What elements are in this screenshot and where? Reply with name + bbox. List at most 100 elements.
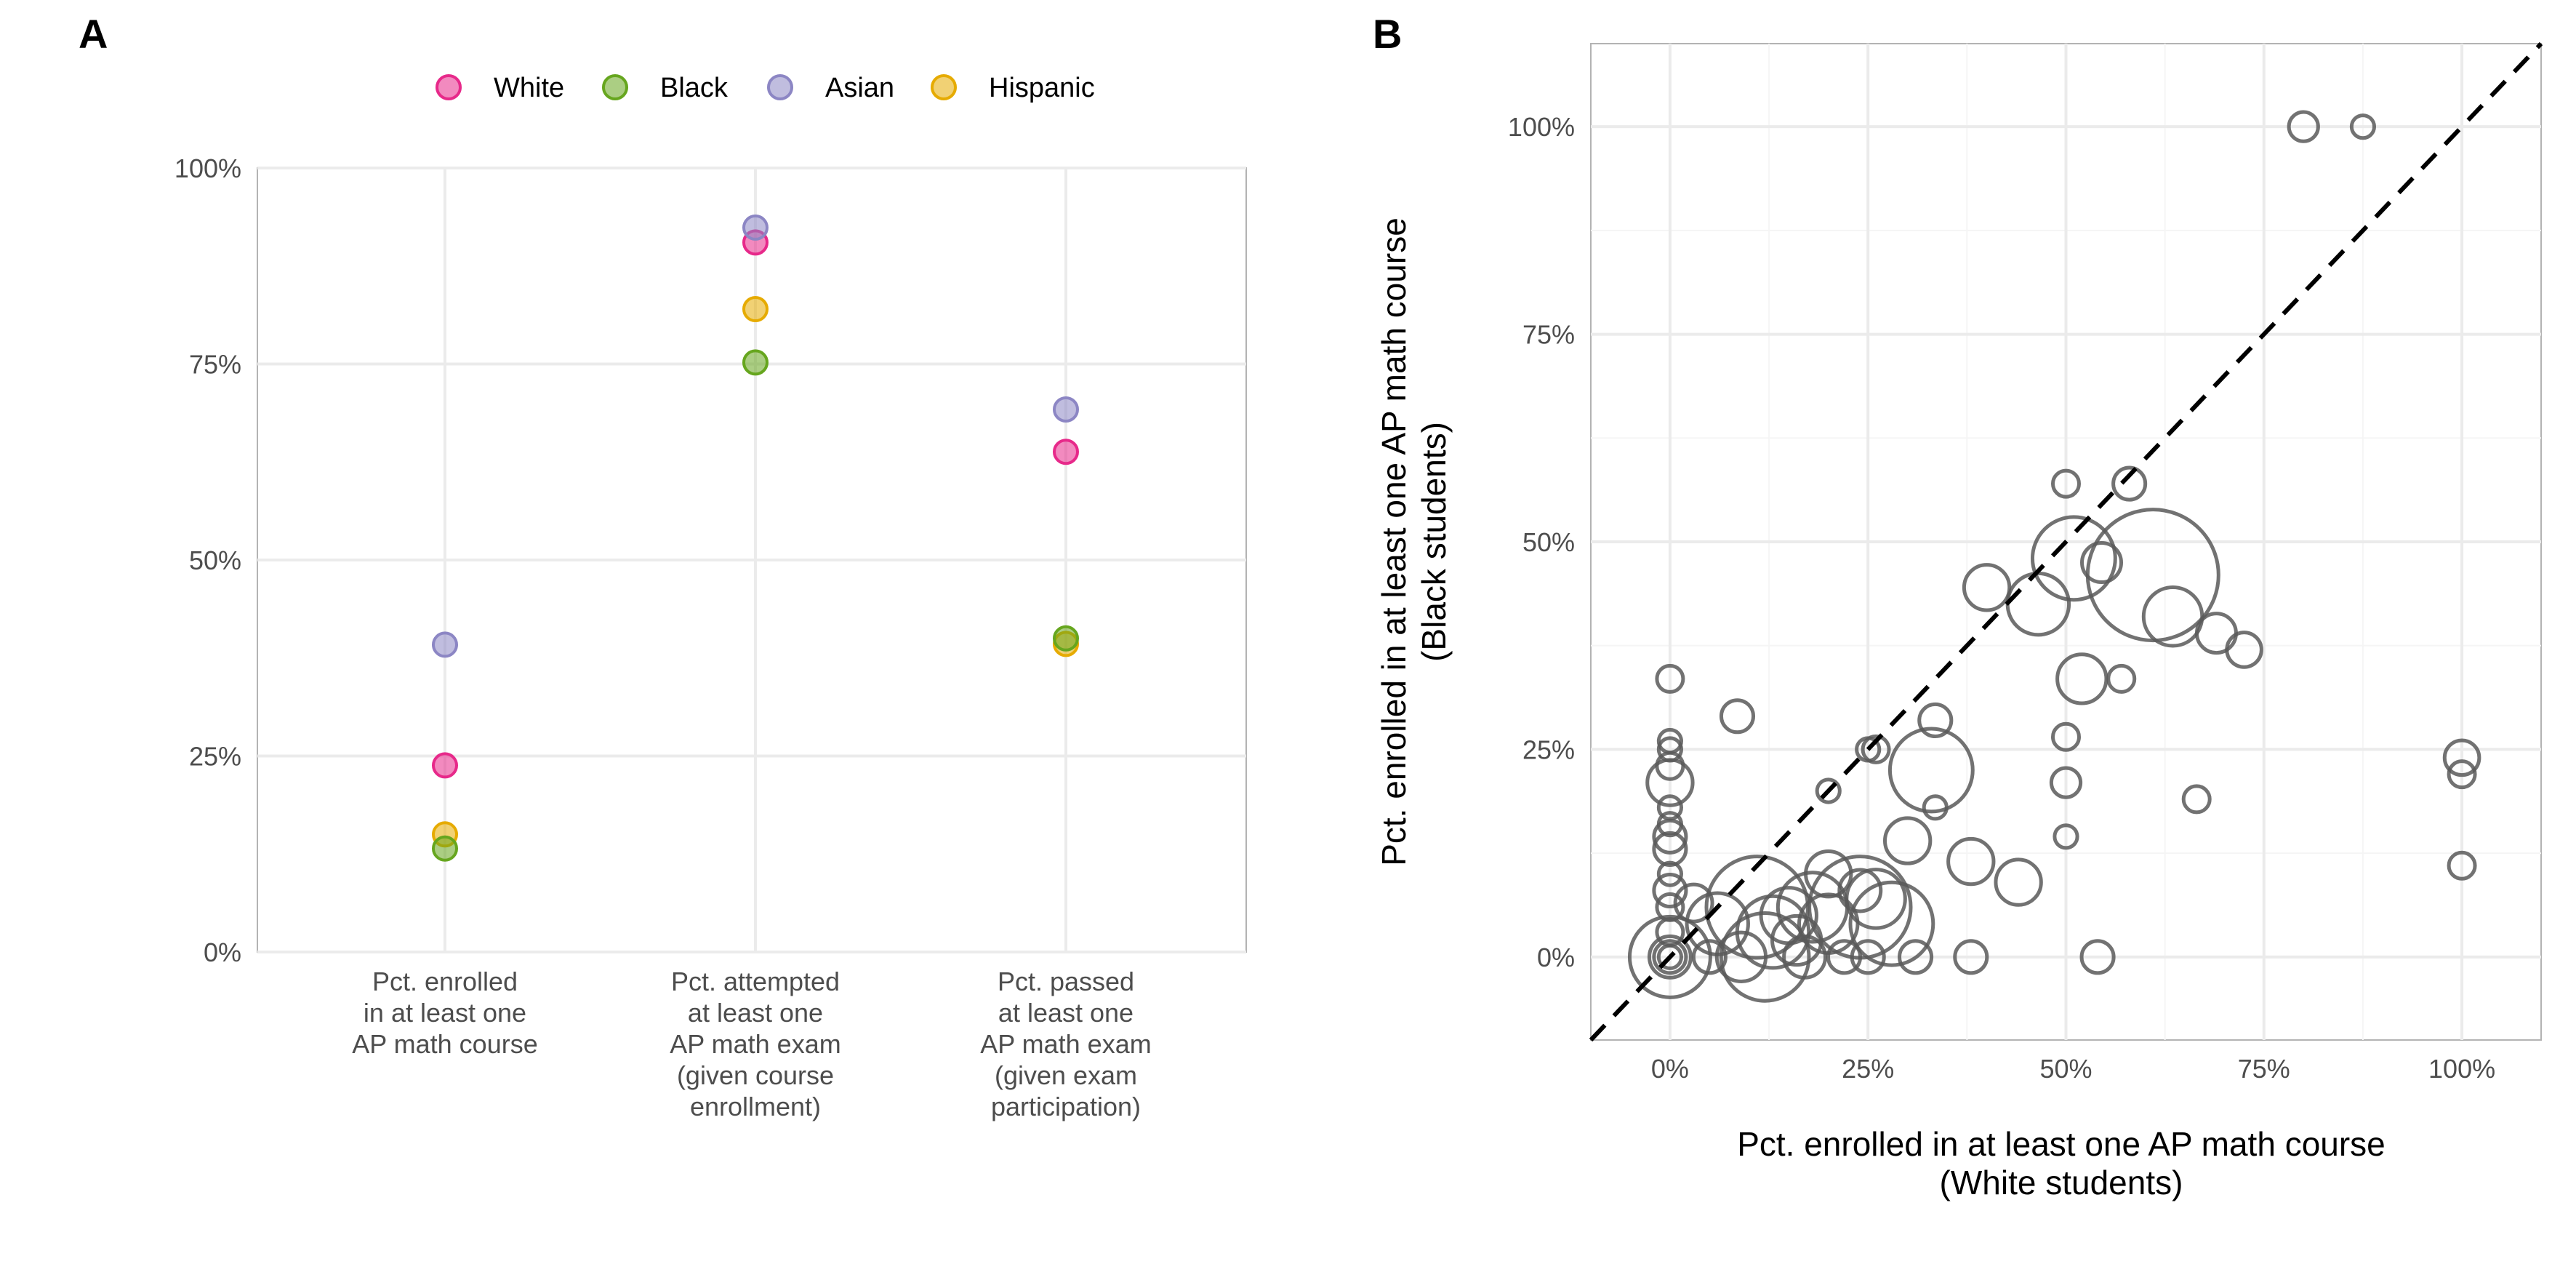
school-point xyxy=(1848,880,1935,967)
panel-b-y-title-line1: Pct. enrolled in at least one AP math co… xyxy=(1375,217,1413,866)
category-label: enrollment) xyxy=(690,1092,821,1121)
point-hispanic xyxy=(742,296,769,323)
school-point xyxy=(1826,939,1863,975)
panel-b-points xyxy=(1627,110,2481,1003)
panel-b-label: B xyxy=(1373,11,1402,57)
school-point xyxy=(1655,663,1685,694)
school-point xyxy=(1627,914,1712,999)
point-asian xyxy=(1053,396,1079,423)
school-point xyxy=(1673,882,1714,924)
school-point xyxy=(2181,784,2212,815)
school-point xyxy=(2447,759,2477,790)
panel-b-y-title: Pct. enrolled in at least one AP math co… xyxy=(1375,217,1413,866)
school-point xyxy=(1655,892,1685,922)
identity-reference-line xyxy=(1589,41,2543,1042)
y-tick-label: 75% xyxy=(189,350,241,380)
category-label: Pct. passed xyxy=(998,967,1134,996)
legend-label-asian: Asian xyxy=(825,73,894,103)
legend-label-black: Black xyxy=(660,73,729,103)
y-tick-label: 75% xyxy=(1522,320,1575,350)
school-point xyxy=(2049,766,2083,799)
point-white xyxy=(1053,439,1079,465)
panel-a-y-ticks: 0% 25% 50% 75% 100% xyxy=(174,153,241,967)
school-point xyxy=(1656,736,1684,763)
school-point xyxy=(1656,943,1684,970)
school-point xyxy=(1962,563,2012,612)
category-label: (given exam xyxy=(995,1060,1137,1090)
school-point xyxy=(1719,698,1756,735)
school-point xyxy=(1656,727,1684,755)
school-point xyxy=(1691,939,1728,975)
school-point xyxy=(2106,663,2137,694)
school-point xyxy=(1994,857,2043,907)
panel-b-y-ticks: 0% 25% 50% 75% 100% xyxy=(1508,112,1575,972)
point-asian xyxy=(432,631,458,658)
school-point xyxy=(2051,468,2081,499)
panel-a-points xyxy=(432,214,1079,862)
panel-b-x-title-line1: Pct. enrolled in at least one AP math co… xyxy=(1737,1125,2386,1163)
school-point xyxy=(1782,934,1828,980)
y-tick-label: 100% xyxy=(1508,112,1575,142)
point-black xyxy=(432,835,458,862)
school-point xyxy=(1652,831,1688,867)
school-point xyxy=(1815,777,1842,804)
category-label: at least one xyxy=(998,998,1133,1028)
category-label: at least one xyxy=(688,998,823,1028)
category-label: Pct. attempted xyxy=(671,967,840,996)
x-tick-label: 50% xyxy=(2039,1054,2092,1084)
school-point xyxy=(2287,110,2320,143)
school-point xyxy=(2053,823,2079,850)
x-tick-label: 25% xyxy=(1842,1054,1894,1084)
point-black xyxy=(1053,625,1079,652)
school-point xyxy=(2079,939,2116,975)
legend: White Black Asian Hispanic xyxy=(436,73,1095,103)
panel-b-y-title-2: (Black students) xyxy=(1415,422,1453,662)
category-label: in at least one xyxy=(364,998,526,1028)
y-tick-label: 50% xyxy=(189,545,241,575)
y-tick-label: 25% xyxy=(1522,735,1575,764)
y-tick-label: 50% xyxy=(1522,527,1575,557)
school-point xyxy=(1656,811,1684,838)
school-point xyxy=(1845,868,1907,930)
panel-b-x-ticks: 0% 25% 50% 75% 100% xyxy=(1651,1054,2495,1084)
legend-label-hispanic: Hispanic xyxy=(989,73,1095,103)
school-point xyxy=(2442,738,2481,777)
school-point xyxy=(2141,585,2204,648)
legend-marker-black xyxy=(602,74,628,100)
legend-marker-asian xyxy=(767,74,793,100)
point-asian xyxy=(742,214,769,241)
legend-label-white: White xyxy=(494,73,564,103)
school-point xyxy=(1652,872,1688,909)
x-tick-label: 100% xyxy=(2428,1054,2495,1084)
panel-a: A White Black Asian Hispanic 0% 25% 50% 75% 100… xyxy=(79,11,1247,1121)
y-tick-label: 0% xyxy=(204,937,241,967)
school-point xyxy=(2447,850,2477,881)
school-point xyxy=(1770,913,1823,967)
school-point xyxy=(1861,734,1891,764)
category-label: (given course xyxy=(677,1060,834,1090)
school-point xyxy=(1850,939,1886,975)
school-point xyxy=(1917,702,1954,739)
school-point xyxy=(2051,721,2081,752)
school-point xyxy=(1882,816,1933,865)
panel-a-label: A xyxy=(79,11,108,57)
school-point xyxy=(1656,794,1684,821)
school-point xyxy=(1837,868,1883,913)
school-point xyxy=(1887,727,1975,814)
point-black xyxy=(742,349,769,376)
school-point xyxy=(1647,934,1693,980)
school-point xyxy=(2111,465,2148,502)
category-label: AP math exam xyxy=(670,1029,840,1059)
school-point xyxy=(2225,631,2263,669)
category-label: AP math course xyxy=(352,1029,537,1059)
category-label: AP math exam xyxy=(980,1029,1151,1059)
panel-b-x-title-line2: (White students) xyxy=(1940,1164,2183,1201)
x-tick-label: 75% xyxy=(2238,1054,2290,1084)
legend-marker-hispanic xyxy=(931,74,957,100)
school-point xyxy=(1804,849,1853,899)
point-white xyxy=(432,752,458,779)
school-point xyxy=(1656,860,1684,887)
school-point xyxy=(1719,911,1811,1003)
school-point xyxy=(1714,930,1768,984)
